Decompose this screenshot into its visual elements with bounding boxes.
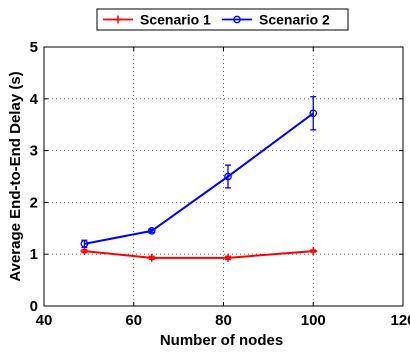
x-tick-label: 100 (301, 312, 326, 329)
y-tick-label: 0 (30, 298, 38, 315)
x-axis-label: Number of nodes (160, 332, 283, 349)
data-point (147, 253, 156, 262)
y-tick-label: 3 (30, 143, 38, 160)
x-tick-label: 120 (390, 312, 410, 329)
y-tick-label: 1 (30, 246, 38, 263)
x-tick-label: 60 (125, 312, 142, 329)
x-tick-label: 40 (36, 312, 53, 329)
series-scenario-2 (80, 96, 318, 249)
legend-entry-scenario-1: Scenario 1 (103, 12, 211, 28)
legend-marker (114, 15, 122, 24)
y-tick-label: 2 (30, 194, 38, 211)
axis-ticks: 40 60 80 100 120 0 1 2 3 4 5 (30, 39, 410, 329)
y-tick-label: 4 (30, 91, 39, 108)
data-point (224, 172, 232, 181)
data-point (80, 247, 89, 256)
legend-entry-scenario-2: Scenario 2 (222, 12, 330, 28)
data-point (309, 109, 318, 118)
legend-label: Scenario 1 (140, 12, 211, 28)
legend-marker (233, 15, 241, 24)
series-scenario-1 (80, 247, 318, 262)
series-line (84, 112, 314, 245)
data-point (309, 247, 318, 256)
series-line (84, 250, 314, 259)
x-tick-label: 80 (215, 312, 232, 329)
legend-entries: Scenario 1 Scenario 2 (103, 12, 330, 28)
series-group (80, 96, 318, 262)
y-axis-label: Average End-to-End Delay (s) (7, 71, 24, 281)
legend-label: Scenario 2 (259, 12, 330, 28)
data-point (80, 239, 89, 248)
legend: Scenario 1 Scenario 2 (96, 8, 349, 31)
data-point (147, 227, 156, 235)
data-point (223, 253, 232, 262)
y-tick-label: 5 (30, 39, 38, 56)
